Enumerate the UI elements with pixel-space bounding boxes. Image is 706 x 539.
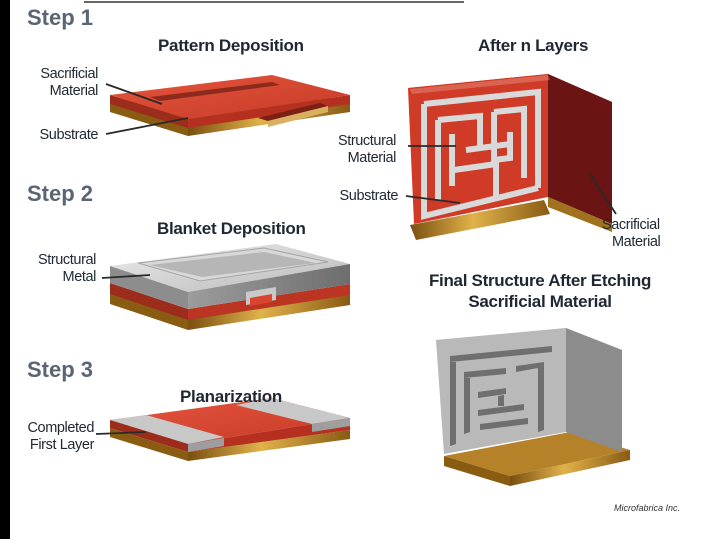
completed-first-layer-label-line2: First Layer [29,437,94,453]
step-1-label: Step 1 [27,5,94,30]
pattern-deposition-title: Pattern Deposition [158,36,304,55]
diagram-canvas: Step 1 Step 2 Step 3 Pattern Deposition … [10,0,706,539]
substrate-label: Substrate [39,127,99,143]
sacrificial-material-right-label-line1: Sacrificial [602,217,660,233]
leader-lines [95,83,617,435]
completed-first-layer-label-line1: Completed [27,420,94,436]
sacrificial-material-right-label-line2: Material [612,234,661,250]
final-structure-title-line2: Sacrificial Material [468,292,612,311]
final-structure-title-line1: Final Structure After Etching [428,271,652,290]
final-structure-block [436,328,630,486]
sacrificial-material-label-line2: Material [49,83,99,99]
diagram-artwork [84,1,630,486]
structural-material-label-line1: Structural [337,133,396,149]
substrate-right-label: Substrate [339,188,399,204]
after-n-layers-title: After n Layers [478,36,589,55]
structural-metal-label-line1: Structural [37,252,96,268]
structural-material-label-line2: Material [347,150,397,166]
sacrificial-material-label-line1: Sacrificial [40,66,98,82]
planarization-title: Planarization [180,387,282,406]
pattern-deposition-slab [110,75,350,136]
step-2-label: Step 2 [27,181,94,206]
maze-pattern [421,88,541,220]
etched-maze [450,346,552,446]
blanket-deposition-slab [110,244,350,330]
structural-metal-label-line2: Metal [62,269,97,285]
blanket-deposition-title: Blanket Deposition [157,219,306,238]
after-n-layers-block [408,74,612,240]
credit-text: Microfabrica Inc. [614,503,681,513]
planarization-slab [110,398,350,461]
step-3-label: Step 3 [27,357,94,382]
